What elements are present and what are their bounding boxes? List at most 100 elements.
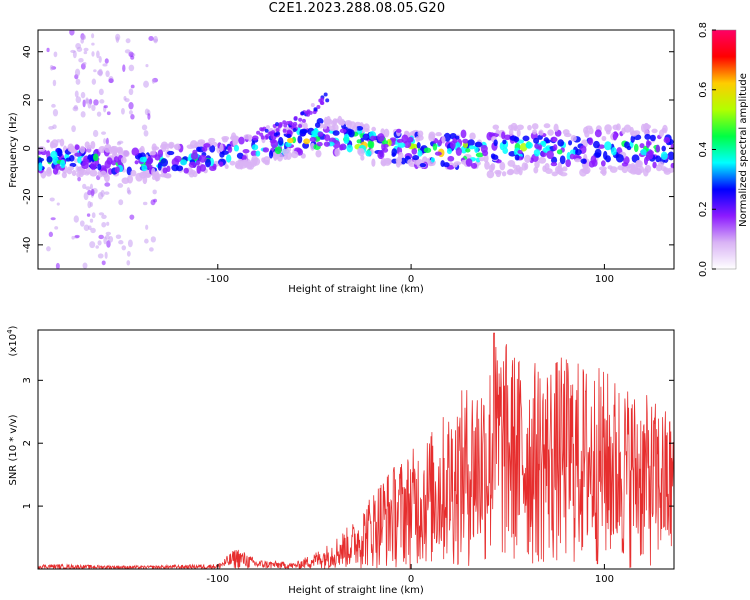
spectrogram-cell	[527, 124, 532, 131]
spectrogram-cell	[293, 115, 298, 120]
spectrogram-cell	[416, 141, 421, 149]
noise-speckle	[128, 110, 133, 115]
spectrogram-cell	[303, 122, 308, 130]
noise-speckle	[82, 61, 87, 66]
noise-speckle	[93, 99, 99, 106]
spectrogram-cell	[644, 133, 651, 140]
spectrogram-cell	[262, 147, 270, 153]
snr-scale-label: (x10	[8, 334, 19, 357]
noise-speckle	[80, 91, 86, 99]
spectrogram-ylabel: Frequency (Hz)	[8, 112, 19, 188]
spectrogram-cell	[97, 163, 102, 171]
noise-speckle	[115, 33, 121, 41]
spectrogram-cell	[66, 168, 73, 175]
noise-speckle	[150, 236, 156, 243]
spectrogram-cell	[581, 168, 588, 173]
spectrogram-cell	[561, 166, 568, 172]
spectrogram-cell	[282, 148, 289, 156]
noise-speckle	[82, 262, 88, 269]
spectrogram-cell	[404, 130, 409, 135]
spectrogram-cell	[660, 151, 668, 161]
noise-speckle	[80, 111, 86, 118]
spectrogram-cell	[630, 135, 635, 143]
spectrogram-cell	[190, 152, 199, 160]
noise-speckle	[89, 183, 93, 190]
noise-speckle	[128, 88, 134, 96]
noise-speckle	[92, 129, 99, 138]
spectrogram-cell	[651, 128, 658, 134]
spectrogram-cell	[474, 141, 483, 148]
spectrogram-cell	[517, 149, 523, 155]
spectrogram-cell	[521, 162, 527, 171]
snr-ytick-label: 3	[22, 377, 33, 383]
spectrogram-cell	[60, 159, 66, 169]
noise-speckle	[88, 225, 92, 231]
spectrogram-cell	[533, 149, 541, 157]
spectrogram-cell	[367, 140, 373, 149]
spectrogram-cell	[417, 130, 424, 138]
spectrogram-cell	[565, 159, 571, 168]
noise-speckle	[105, 234, 110, 240]
spectrogram-cell	[224, 164, 229, 170]
noise-speckle	[127, 189, 132, 195]
spectrogram-cell	[383, 128, 390, 138]
spectrogram-cell	[339, 144, 344, 151]
spectrogram-cell	[407, 136, 414, 143]
spectrogram-cell	[452, 163, 458, 168]
snr-xlabel: Height of straight line (km)	[288, 585, 424, 596]
spectrogram-cell	[575, 149, 582, 156]
spectrogram-cell	[108, 168, 113, 175]
spectrogram-cell	[570, 135, 577, 142]
spectrogram-cell	[568, 140, 573, 146]
spectrogram-cell	[516, 128, 521, 137]
spectrogram-cell	[265, 125, 270, 130]
spectrogram-panel: -100 0 100 -40 -20 0 20 40 Height of straight l…	[8, 29, 675, 295]
spectrogram-cell	[209, 145, 216, 153]
spectrogram-cell	[553, 123, 559, 132]
spectrogram-cell	[59, 138, 65, 147]
noise-speckle	[118, 240, 124, 245]
spectrogram-cell	[93, 153, 99, 162]
snr-frame	[37, 329, 675, 570]
colorbar: 0.0 0.2 0.4 0.6 0.8 Normalized spectral ampl…	[698, 22, 749, 277]
spectrogram-cell	[316, 104, 321, 109]
noise-speckle	[91, 212, 96, 219]
noise-speckle	[82, 99, 86, 108]
spectrogram-cell	[50, 142, 58, 149]
noise-speckle	[153, 38, 158, 42]
spectrogram-cell	[670, 162, 674, 169]
spectrogram-cell	[151, 167, 156, 177]
spectrogram-cell	[117, 147, 123, 156]
spectrogram-cell	[667, 151, 674, 161]
noise-speckle	[91, 78, 97, 85]
spectrogram-cell	[274, 146, 282, 155]
spectrogram-cell	[189, 140, 198, 149]
spectrogram-cell	[46, 156, 53, 163]
spectrogram-cell	[255, 150, 261, 157]
noise-speckle	[124, 49, 131, 54]
noise-speckle	[75, 42, 82, 50]
spectrogram-cell	[612, 132, 618, 141]
spectrogram-cell	[492, 124, 500, 130]
spectrogram-cell	[610, 147, 617, 156]
spectrogram-cell	[587, 137, 594, 146]
spectrogram-cell	[415, 136, 421, 142]
noise-speckle	[144, 108, 150, 116]
spectrogram-cell	[499, 161, 506, 171]
noise-speckle	[79, 220, 85, 227]
spectrogram-cell	[658, 129, 665, 138]
spectrogram-cell	[635, 168, 642, 176]
noise-speckle	[91, 33, 95, 39]
noise-speckle	[52, 108, 59, 117]
spectrogram-cell	[533, 137, 540, 144]
spectrogram-cell	[221, 150, 229, 155]
spectrogram-cell	[543, 123, 551, 129]
noise-speckle	[128, 64, 135, 72]
noise-speckle	[51, 103, 56, 108]
spectrogram-cell	[643, 129, 650, 135]
spectrogram-cell	[114, 166, 120, 174]
spectrogram-cell	[655, 144, 661, 153]
spectrogram-cell	[292, 127, 297, 132]
noise-speckle	[53, 51, 58, 58]
noise-speckle	[98, 88, 104, 96]
